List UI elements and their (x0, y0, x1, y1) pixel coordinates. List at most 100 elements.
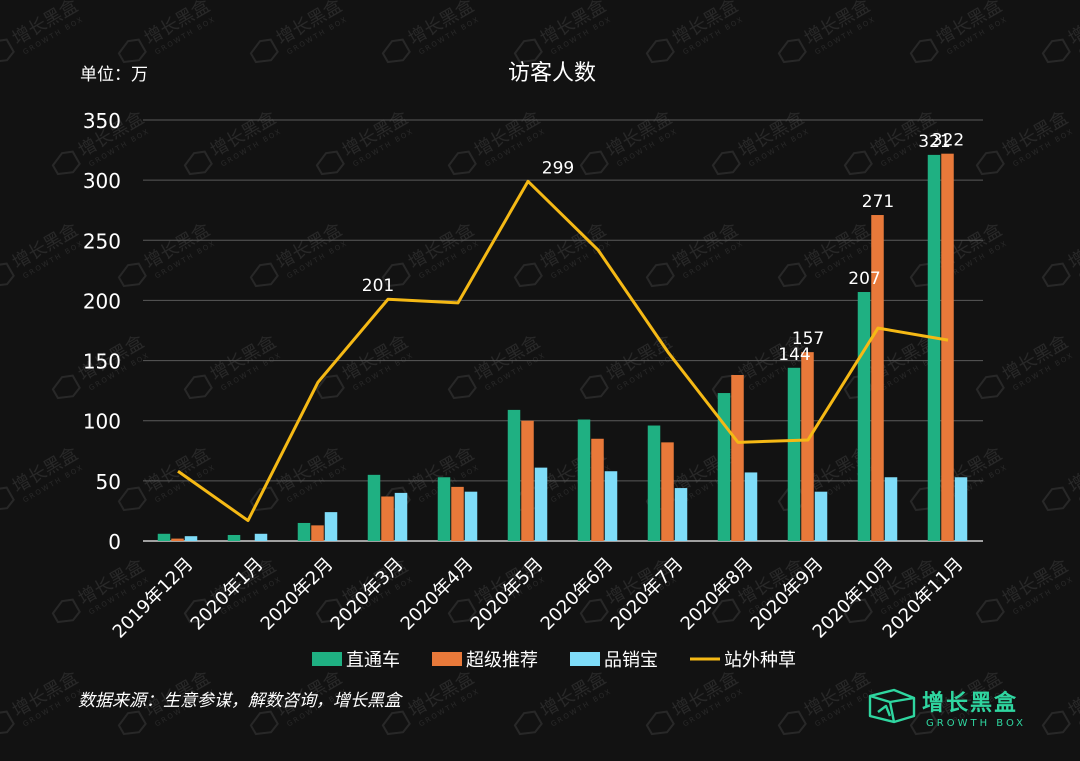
box-logo-icon (777, 710, 807, 736)
box-logo-icon (909, 38, 939, 64)
box-logo-icon (777, 38, 807, 64)
box-logo-icon (117, 486, 147, 512)
box-logo-icon (1041, 38, 1071, 64)
bar (171, 538, 184, 541)
box-logo-icon (579, 598, 609, 624)
box-logo-icon (777, 262, 807, 288)
bar (507, 409, 521, 541)
bar (801, 352, 814, 541)
bar (394, 492, 408, 541)
bar (954, 477, 968, 541)
bar (647, 425, 661, 541)
data-label: 322 (932, 131, 964, 151)
box-logo-icon (315, 598, 345, 624)
legend-swatch (432, 652, 462, 666)
y-tick-label: 100 (83, 410, 121, 434)
bar (577, 419, 591, 541)
bar (437, 477, 451, 541)
box-logo-icon (0, 710, 15, 736)
box-logo-icon (975, 150, 1005, 176)
box-logo-icon (909, 710, 939, 736)
bar (591, 438, 604, 541)
bar (717, 393, 731, 541)
box-logo-icon (183, 374, 213, 400)
box-logo-icon (513, 710, 543, 736)
box-logo-icon (645, 262, 675, 288)
box-logo-icon (513, 262, 543, 288)
source-note: 数据来源：生意参谋，解数咨询，增长黑盒 (78, 691, 403, 711)
data-labels-layer: 144 207 321 157 271 322 201 299 (362, 131, 964, 365)
box-logo-icon (513, 38, 543, 64)
grid-layer (143, 119, 983, 542)
line-data-label: 299 (542, 158, 574, 178)
bar (884, 477, 898, 541)
box-logo-icon (645, 38, 675, 64)
bar (744, 472, 758, 541)
box-logo-icon (381, 38, 411, 64)
box-logo-icon (51, 374, 81, 400)
box-logo-icon (381, 710, 411, 736)
box-logo-icon (315, 374, 345, 400)
bar (731, 375, 744, 541)
box-logo-icon (183, 598, 213, 624)
box-logo-icon (249, 710, 279, 736)
box-logo-icon (249, 262, 279, 288)
line-layer (177, 179, 949, 523)
bar (787, 367, 801, 541)
bar (871, 215, 884, 542)
box-logo-icon (711, 150, 741, 176)
box-logo-icon (1041, 710, 1071, 736)
legend-label: 直通车 (346, 650, 400, 671)
unit-label: 单位：万 (80, 65, 148, 85)
x-tick-label: 2020年3月 (327, 554, 408, 635)
legend-item: 直通车 (312, 650, 400, 671)
y-tick-label: 300 (83, 169, 121, 193)
bar (227, 534, 241, 541)
bar (367, 474, 381, 541)
bar (857, 292, 871, 541)
box-logo-icon (51, 150, 81, 176)
box-logo-icon (117, 38, 147, 64)
bar (324, 512, 338, 541)
legend: 直通车 超级推荐 品销宝 站外种草 (312, 650, 796, 671)
box-logo-icon (381, 262, 411, 288)
bar (534, 467, 548, 541)
legend-swatch (312, 652, 342, 666)
bar (674, 488, 688, 541)
legend-label: 超级推荐 (466, 650, 538, 671)
box-logo-icon (447, 374, 477, 400)
box-logo-icon (1041, 262, 1071, 288)
bar (381, 496, 394, 541)
watermark-text: 增长黑盒 (1065, 0, 1080, 50)
bar (254, 533, 268, 541)
box-logo-icon (843, 150, 873, 176)
bar (451, 486, 464, 541)
bar (157, 533, 171, 541)
legend-label: 站外种草 (724, 650, 796, 671)
box-logo-icon (975, 374, 1005, 400)
bar (297, 522, 311, 541)
x-tick-label: 2020年4月 (397, 554, 478, 635)
bar (604, 471, 618, 541)
bar (184, 536, 198, 541)
box-logo-icon (975, 598, 1005, 624)
